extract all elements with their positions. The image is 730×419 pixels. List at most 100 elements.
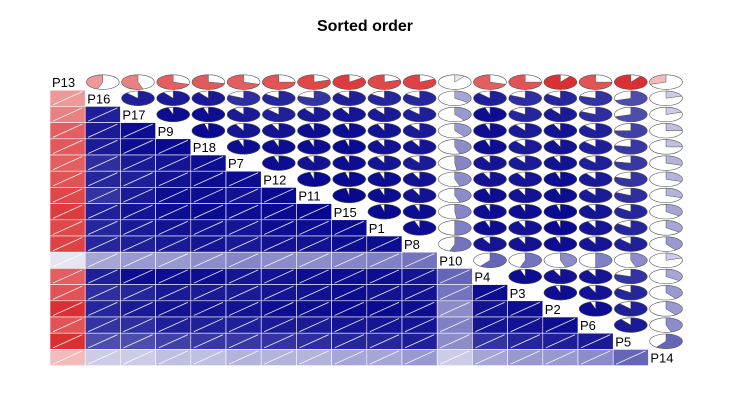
pie-cell-P3-P5: [614, 285, 648, 301]
pie-cell-P7-P4: [473, 155, 507, 171]
pie-cell-P11-P2: [543, 187, 578, 204]
shade-cell-P5-P11: [296, 332, 332, 350]
pie-cell-P17-P1: [367, 106, 402, 123]
shade-cell-P11-P7: [225, 187, 262, 204]
diagonal-label-P6: P6: [580, 318, 596, 333]
pie-cell-P12-P4: [473, 171, 507, 187]
shade-cell-P8-P12: [260, 235, 297, 253]
pie-cell-P16-P14: [649, 90, 683, 106]
shade-cell-P2-P12: [260, 300, 297, 318]
pie-cell-P9-P1: [367, 123, 402, 139]
shade-cell-P3-P15: [331, 284, 368, 302]
pie-cell-P7-P5: [614, 155, 648, 171]
shade-cell-P15-P11: [296, 203, 332, 221]
pie-cell-P17-P4: [473, 106, 507, 123]
pie-cell-P11-P15: [332, 187, 366, 204]
pie-cell-P7-P11: [297, 155, 331, 171]
pie-cell-P6-P5: [614, 317, 648, 333]
pie-cell-P1-P3: [508, 220, 542, 236]
pie-cell-P17-P7: [226, 106, 261, 123]
pie-cell-P16-P7: [226, 90, 261, 106]
corrgram-cells: P13 P16 P17 P9 P18 P7 P12 P11 P15 P1 P8 P10 P4 P3 P2 P6…: [49, 74, 683, 366]
shade-cell-P14-P17: [120, 349, 156, 366]
pie-cell-P13-P7: [226, 74, 261, 90]
shade-cell-P3-P18: [190, 284, 227, 302]
pie-cell-P11-P5: [614, 187, 648, 204]
shade-cell-P1-P17: [120, 219, 156, 237]
shade-cell-P5-P6: [577, 332, 614, 350]
pie-cell-P11-P4: [473, 187, 507, 204]
shade-cell-P10-P15: [331, 251, 368, 269]
pie-cell-P9-P8: [402, 123, 437, 139]
shade-cell-P17-P13: [49, 106, 86, 123]
shade-cell-P8-P17: [120, 235, 156, 253]
shade-cell-P6-P10: [436, 316, 473, 334]
shade-cell-P6-P2: [542, 316, 579, 334]
shade-cell-P4-P17: [120, 268, 156, 285]
pie-cell-P2-P6: [578, 301, 613, 317]
shade-cell-P2-P17: [120, 300, 156, 318]
pie-cell-P18-P4: [473, 139, 507, 155]
diagonal-label-P11: P11: [298, 189, 320, 204]
pie-cell-P7-P6: [578, 155, 613, 171]
shade-cell-P2-P1: [366, 300, 403, 318]
pie-cell-P17-P15: [332, 106, 366, 123]
pie-cell-P13-P9: [156, 74, 190, 90]
shade-cell-P17-P16: [84, 106, 121, 123]
diagonal-label-P12: P12: [263, 172, 286, 187]
pie-cell-P16-P10: [438, 90, 472, 106]
pie-cell-P10-P6: [578, 252, 613, 268]
pie-cell-P8-P6: [578, 236, 613, 252]
shade-cell-P16-P13: [49, 89, 86, 107]
pie-cell-P11-P10: [438, 187, 472, 204]
shade-cell-P3-P17: [120, 284, 156, 302]
pie-cell-P17-P12: [262, 106, 296, 123]
shade-cell-P1-P13: [49, 219, 86, 237]
shade-cell-P14-P2: [542, 349, 579, 366]
pie-cell-P10-P3: [508, 252, 542, 268]
shade-cell-P14-P8: [401, 349, 438, 366]
pie-cell-P16-P18: [191, 90, 226, 106]
shade-cell-P3-P1: [366, 284, 403, 302]
pie-cell-P9-P12: [262, 123, 296, 139]
shade-cell-P14-P9: [155, 349, 192, 366]
pie-cell-P1-P10: [438, 220, 472, 236]
pie-cell-P13-P17: [121, 74, 155, 90]
pie-cell-P7-P1: [367, 155, 402, 171]
pie-cell-P5-P14: [649, 333, 683, 349]
pie-cell-P12-P14: [649, 171, 683, 187]
shade-cell-P1-P15: [331, 219, 368, 237]
pie-cell-P8-P5: [614, 236, 648, 252]
pie-cell-P12-P3: [508, 171, 542, 187]
shade-cell-P8-P9: [155, 235, 192, 253]
shade-cell-P12-P18: [190, 170, 227, 188]
diagonal-label-P8: P8: [404, 237, 420, 252]
shade-cell-P2-P13: [49, 300, 86, 318]
pie-cell-P16-P11: [297, 90, 331, 106]
shade-cell-P8-P13: [49, 235, 86, 253]
shade-cell-P12-P17: [120, 170, 156, 188]
shade-cell-P10-P9: [155, 251, 192, 269]
shade-cell-P6-P9: [155, 316, 192, 334]
pie-cell-P11-P3: [508, 187, 542, 204]
pie-cell-P15-P10: [438, 204, 472, 220]
pie-cell-P16-P17: [121, 90, 155, 106]
shade-cell-P10-P8: [401, 251, 438, 269]
pie-cell-P11-P1: [367, 187, 402, 204]
pie-cell-P18-P8: [402, 139, 437, 155]
pie-cell-P8-P3: [508, 236, 542, 252]
shade-cell-P3-P9: [155, 284, 192, 302]
pie-cell-P9-P18: [191, 123, 226, 139]
shade-cell-P1-P18: [190, 219, 227, 237]
pie-cell-P2-P5: [614, 301, 648, 317]
pie-cell-P9-P7: [226, 123, 261, 139]
pie-cell-P18-P7: [226, 139, 261, 155]
pie-cell-P12-P5: [614, 171, 648, 187]
shade-cell-P14-P11: [296, 349, 332, 366]
shade-cell-P7-P18: [190, 154, 227, 172]
pie-cell-P7-P12: [262, 155, 296, 171]
pie-cell-P4-P6: [578, 268, 613, 285]
pie-cell-P15-P3: [508, 204, 542, 220]
pie-cell-P13-P14: [649, 74, 683, 90]
shade-cell-P5-P10: [436, 332, 473, 350]
